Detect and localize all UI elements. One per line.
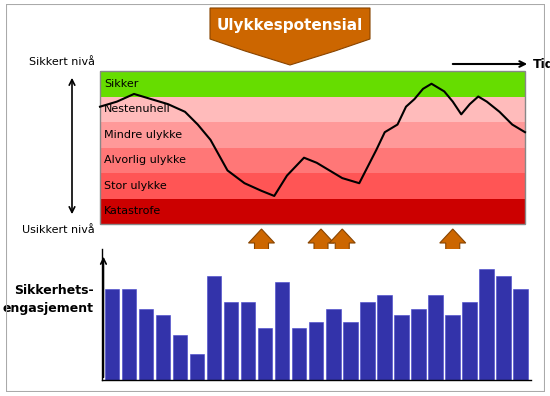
- Bar: [241, 302, 255, 380]
- Polygon shape: [329, 229, 355, 262]
- Bar: [479, 269, 494, 380]
- Bar: [100, 173, 525, 198]
- Bar: [207, 276, 221, 380]
- Text: Sikkert nivå: Sikkert nivå: [29, 57, 95, 67]
- Bar: [513, 289, 528, 380]
- Polygon shape: [308, 229, 334, 262]
- Bar: [156, 315, 170, 380]
- Bar: [190, 354, 204, 380]
- Bar: [104, 289, 119, 380]
- Bar: [292, 328, 306, 380]
- Bar: [445, 315, 460, 380]
- Text: Nestenuhell: Nestenuhell: [104, 104, 170, 114]
- Bar: [122, 289, 136, 380]
- Bar: [139, 308, 153, 380]
- Text: Stor ulykke: Stor ulykke: [104, 181, 167, 191]
- Text: Sikkerhets-
engasjement: Sikkerhets- engasjement: [3, 284, 94, 315]
- Bar: [360, 302, 375, 380]
- Bar: [394, 315, 409, 380]
- Bar: [343, 322, 358, 380]
- Polygon shape: [210, 8, 370, 65]
- Bar: [224, 302, 238, 380]
- Bar: [275, 282, 289, 380]
- Polygon shape: [249, 229, 274, 262]
- Text: Sikker: Sikker: [104, 79, 139, 89]
- Bar: [496, 276, 511, 380]
- Text: Katastrofe: Katastrofe: [104, 206, 161, 216]
- Bar: [258, 328, 272, 380]
- Bar: [100, 97, 525, 122]
- Text: Tid: Tid: [533, 57, 550, 70]
- Bar: [462, 302, 477, 380]
- Bar: [309, 322, 323, 380]
- Text: Mindre ulykke: Mindre ulykke: [104, 130, 182, 140]
- Bar: [100, 198, 525, 224]
- Bar: [411, 308, 426, 380]
- Bar: [100, 147, 525, 173]
- Text: Alvorlig ulykke: Alvorlig ulykke: [104, 155, 186, 165]
- Text: Ulykkespotensial: Ulykkespotensial: [217, 18, 363, 33]
- Bar: [428, 295, 443, 380]
- Bar: [326, 308, 340, 380]
- Bar: [173, 335, 188, 380]
- Polygon shape: [440, 229, 466, 262]
- Bar: [100, 122, 525, 147]
- Text: Usikkert nivå: Usikkert nivå: [22, 225, 95, 235]
- Bar: [100, 71, 525, 224]
- Bar: [377, 295, 392, 380]
- Bar: [100, 71, 525, 97]
